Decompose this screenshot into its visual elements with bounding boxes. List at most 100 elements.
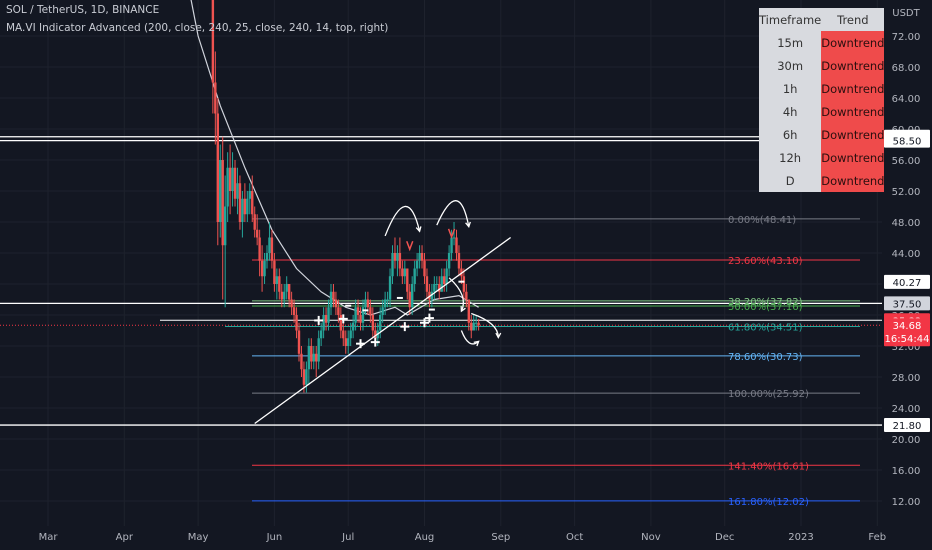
horizontal-levels[interactable]: [0, 136, 882, 426]
candle: [428, 284, 431, 308]
price-tag-box: [884, 318, 930, 347]
candle-body: [295, 315, 298, 331]
candle: [438, 276, 441, 300]
candle-body: [413, 268, 416, 284]
symbol-title: SOL / TetherUS, 1D, BINANCE: [6, 4, 160, 16]
x-tick-label: Jul: [341, 532, 354, 543]
candle: [447, 245, 451, 277]
candle-body: [447, 253, 451, 269]
indicator-label[interactable]: MA.VI Indicator Advanced (200, close, 24…: [6, 22, 389, 34]
candle: [413, 260, 416, 292]
candle-body: [418, 253, 421, 261]
candle: [455, 229, 458, 261]
y-tick-label: 28.00: [892, 373, 921, 384]
price-tag-box: [884, 274, 930, 289]
trend-cell: Downtrend: [821, 123, 885, 146]
candle-body: [302, 369, 306, 385]
candle-body: [337, 307, 340, 315]
candle: [457, 245, 461, 277]
timeframe-cell: 4h: [759, 100, 822, 123]
candle: [287, 284, 291, 308]
x-tick-label: Feb: [868, 532, 886, 543]
ascending-trendline[interactable]: [254, 236, 512, 425]
candle: [211, 0, 215, 114]
price-tag[interactable]: 58.50: [884, 133, 930, 148]
fib-level-label: 23.60%(43.10): [728, 256, 803, 267]
x-tick-label: Oct: [566, 532, 583, 543]
fib-level-label: 0.00%(48.41): [728, 215, 796, 226]
candle: [470, 315, 473, 339]
candle: [270, 229, 274, 269]
candle-body: [379, 315, 382, 331]
candle-body: [297, 330, 301, 354]
timeframe-cell: 30m: [759, 54, 822, 77]
candle: [462, 268, 466, 300]
candle: [258, 229, 261, 277]
candle: [371, 307, 375, 339]
trend-header: Trend: [821, 8, 885, 31]
candle-body: [238, 183, 242, 222]
curved-arrow: [460, 330, 480, 347]
candle-body: [354, 307, 357, 323]
candle-body: [445, 268, 448, 284]
x-tick-label: Jun: [266, 532, 283, 543]
candle-body: [221, 160, 224, 246]
candle-body: [211, 0, 215, 83]
fibonacci-retracement[interactable]: 0.00%(48.41) 23.60%(43.10) 38.20%(37.82)50…: [225, 215, 860, 508]
candle-body: [433, 284, 436, 292]
y-tick-label: 52.00: [892, 187, 921, 198]
price-tag-label: 34.68: [893, 321, 922, 332]
plus-marker: [420, 318, 429, 328]
curved-arrow-head: [465, 221, 471, 228]
curved-arrow-head: [473, 340, 480, 347]
candle-body: [457, 253, 461, 269]
candle: [319, 322, 323, 346]
price-axis[interactable]: 72.0068.0064.0060.0056.0052.0048.0044.00…: [884, 8, 930, 508]
candle-body: [231, 167, 234, 191]
candle: [349, 322, 352, 346]
candle: [433, 276, 436, 300]
candle-body: [450, 237, 453, 253]
annotations[interactable]: [314, 200, 502, 349]
table-row: 15m Downtrend: [759, 31, 885, 54]
candle-body: [386, 299, 389, 301]
candle-body: [374, 330, 377, 339]
candle: [430, 284, 434, 308]
candle: [260, 245, 264, 292]
candle: [474, 315, 478, 331]
x-tick-label: Dec: [715, 532, 734, 543]
candle-body: [383, 299, 387, 308]
curved-arrow: [448, 277, 466, 313]
price-tag[interactable]: 37.50: [884, 296, 930, 311]
price-tag-box: [884, 296, 930, 311]
candle-body: [342, 330, 345, 339]
candle-body: [300, 353, 303, 370]
candle: [285, 276, 288, 300]
curved-arrow: [471, 312, 502, 339]
candle: [327, 299, 330, 331]
price-tag[interactable]: 21.80: [884, 418, 930, 433]
time-axis[interactable]: Mar Apr May Jun Jul Aug Sep Oct Nov Dec 2023 Feb: [39, 532, 887, 543]
candle: [383, 291, 387, 315]
candle: [241, 191, 244, 238]
y-tick-label: 56.00: [892, 156, 921, 167]
candle-body: [423, 260, 426, 277]
candle-body: [255, 229, 259, 238]
price-tag[interactable]: 34.68 16:54:44: [884, 318, 930, 347]
candle-body: [219, 160, 222, 222]
price-tag-label: 40.27: [893, 278, 922, 289]
candle-body: [273, 260, 276, 284]
candle: [401, 260, 404, 284]
plus-marker: [400, 322, 410, 332]
curved-arrow-path: [436, 200, 470, 227]
candle: [228, 144, 232, 215]
price-tag[interactable]: 40.27: [884, 274, 930, 289]
candle: [369, 299, 372, 323]
candle: [391, 245, 394, 284]
candle: [418, 245, 421, 269]
trendline[interactable]: [254, 236, 512, 425]
candle: [361, 299, 365, 331]
candle-body: [381, 307, 384, 315]
candle: [467, 299, 470, 331]
candle: [265, 245, 269, 269]
